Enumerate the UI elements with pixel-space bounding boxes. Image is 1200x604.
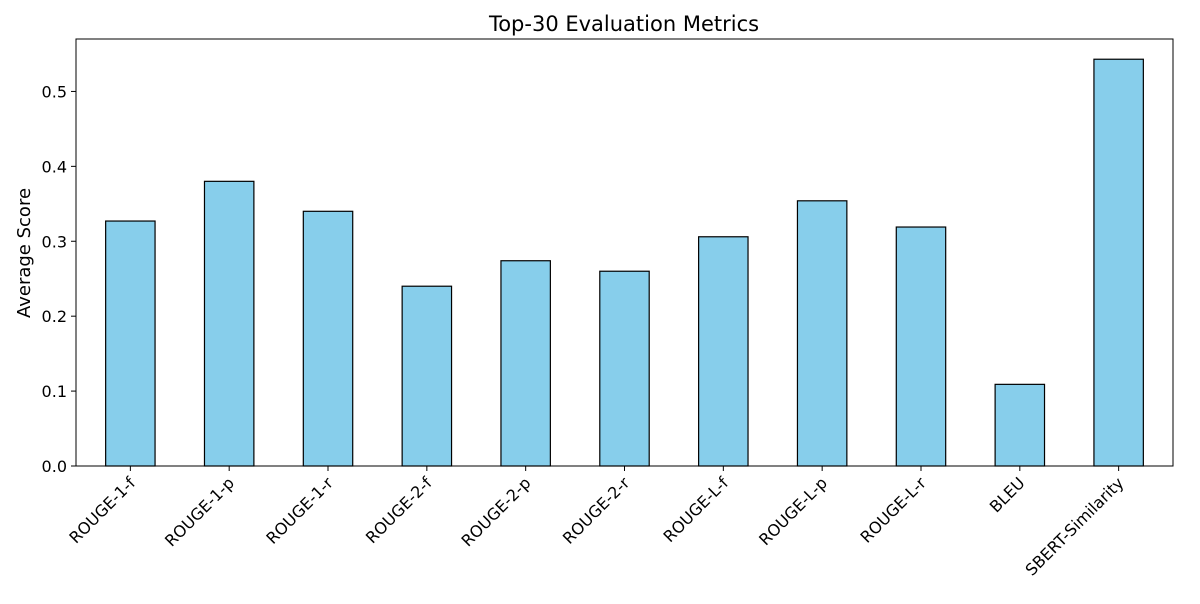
bars	[105, 58, 1144, 467]
y-tick-label: 0.4	[42, 157, 67, 176]
x-tick-label: ROUGE-1-p	[161, 473, 238, 550]
x-tick-labels: ROUGE-1-f ROUGE-1-p ROUGE-1-r ROUGE-2-f ROUG…	[65, 473, 1127, 579]
y-axis-label: Average Score	[14, 188, 35, 318]
x-tick-label: ROUGE-1-r	[262, 473, 337, 548]
x-tick-label: ROUGE-2-f	[362, 473, 436, 547]
bar-rouge-2-f	[401, 285, 453, 467]
bar-bleu	[994, 383, 1046, 467]
x-tick-label: BLEU	[986, 473, 1029, 516]
bar-sbert-similarity	[1093, 58, 1144, 467]
x-tick-label: ROUGE-L-r	[857, 473, 931, 547]
bar-rouge-2-r	[599, 270, 650, 467]
x-tick-label: ROUGE-2-p	[458, 473, 535, 550]
bar-rouge-2-p	[500, 260, 551, 467]
bar-rouge-1-f	[105, 220, 156, 467]
bar-rouge-l-f	[698, 236, 749, 467]
bar-rouge-l-p	[796, 200, 848, 467]
chart-title: Top-30 Evaluation Metrics	[488, 12, 759, 36]
y-tick-label: 0.1	[42, 382, 67, 401]
x-tick-label: ROUGE-L-p	[755, 473, 831, 549]
x-tick-label: ROUGE-2-r	[559, 473, 634, 548]
bar-rouge-1-p	[203, 180, 255, 467]
axis-ticks: 0.0 0.1 0.2 0.3 0.4 0.5	[42, 82, 1120, 476]
x-tick-label: ROUGE-1-f	[65, 473, 139, 547]
y-tick-label: 0.2	[42, 307, 67, 326]
x-tick-label: ROUGE-L-f	[660, 473, 733, 546]
y-tick-label: 0.5	[42, 82, 67, 101]
x-tick-label: SBERT-Similarity	[1021, 473, 1127, 579]
y-tick-label: 0.0	[42, 457, 67, 476]
bar-rouge-1-r	[302, 210, 354, 467]
plot-area-frame	[75, 38, 1174, 467]
bar-rouge-l-r	[895, 226, 947, 467]
y-tick-label: 0.3	[42, 232, 67, 251]
